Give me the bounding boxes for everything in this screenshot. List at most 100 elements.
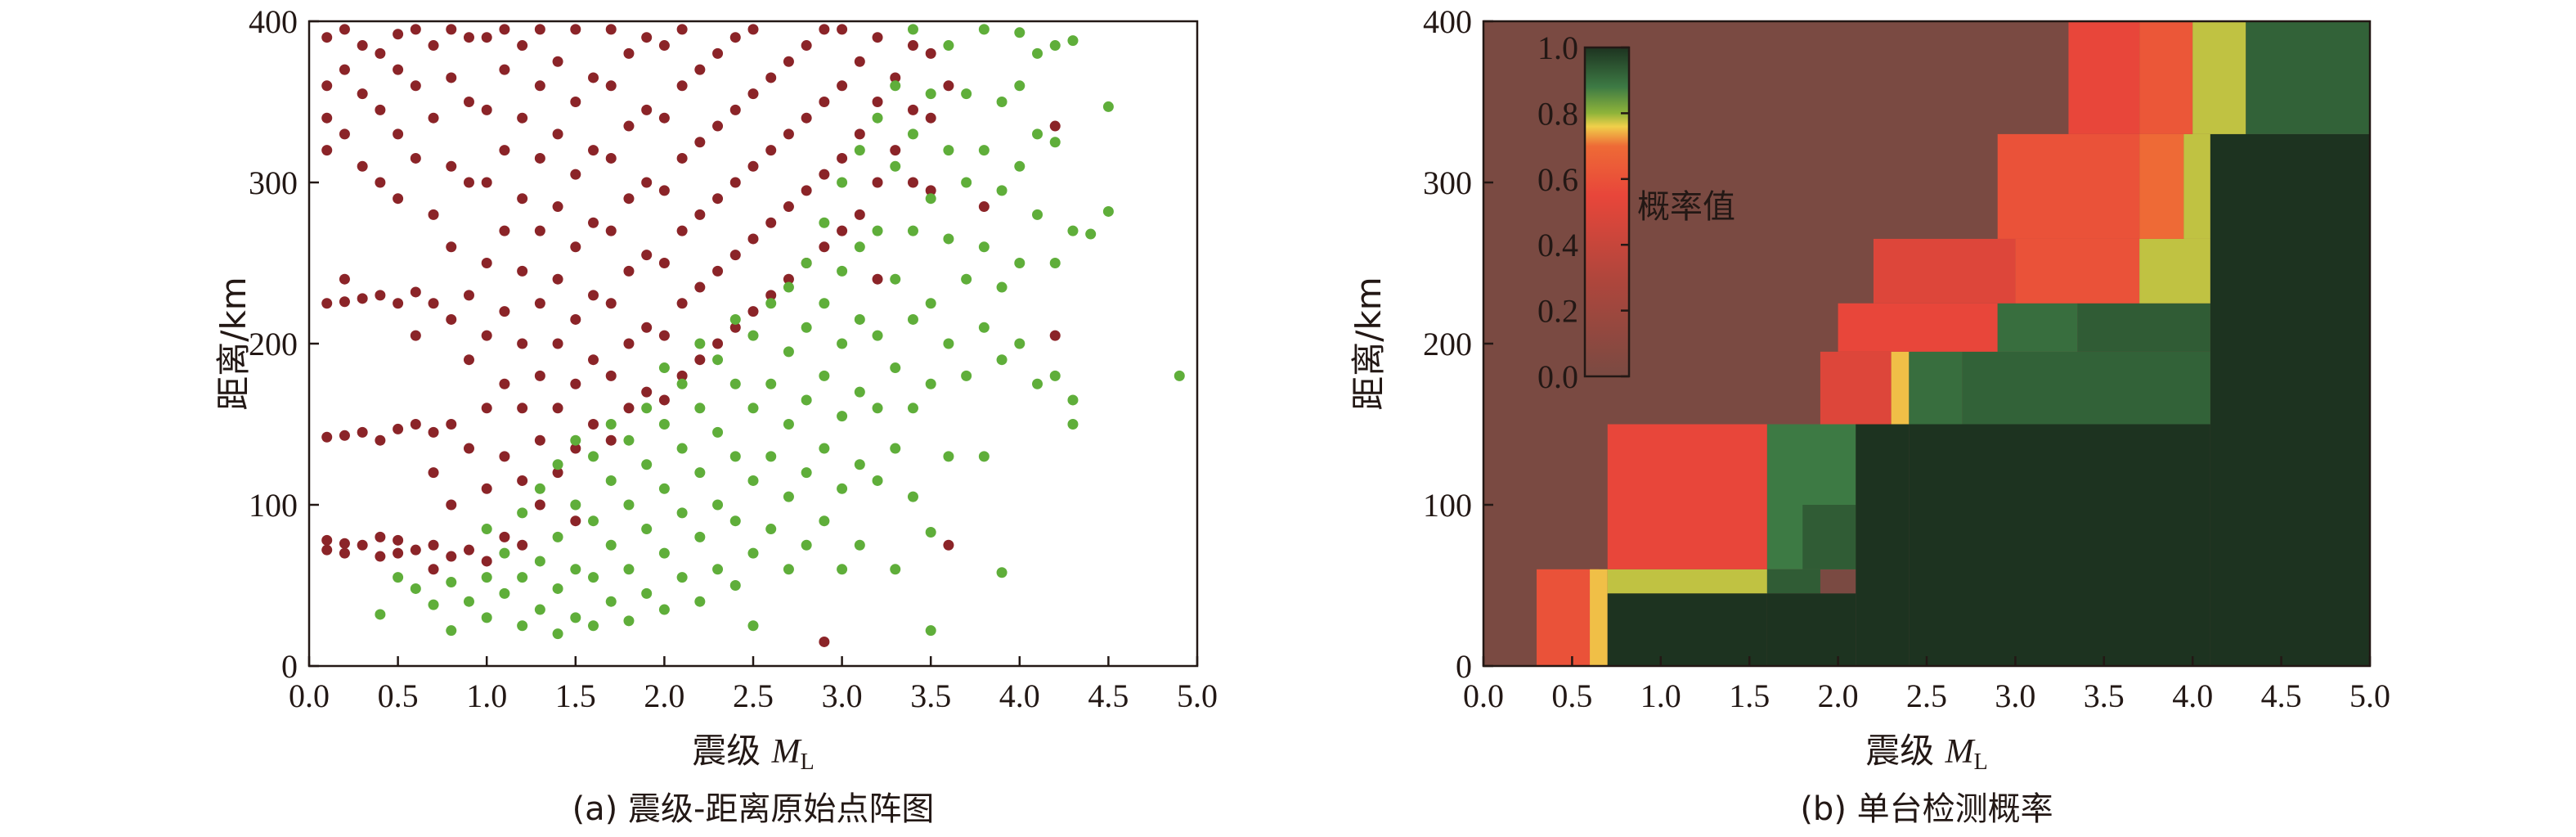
detected-point (978, 145, 990, 156)
undetected-point (729, 104, 741, 115)
detected-point (534, 483, 545, 494)
detected-point (658, 362, 670, 374)
detected-point (1085, 228, 1097, 240)
undetected-point (393, 298, 404, 309)
detected-point (996, 185, 1008, 196)
undetected-point (339, 547, 350, 559)
detected-point (837, 411, 848, 422)
detected-point (996, 97, 1008, 107)
undetected-point (676, 152, 688, 164)
undetected-point (819, 241, 830, 253)
detected-point (854, 539, 865, 551)
detected-point (517, 572, 528, 583)
scatter-x-tick-label: 2.0 (644, 677, 684, 714)
undetected-point (393, 128, 404, 140)
undetected-point (712, 193, 724, 205)
colorbar-ticks: 0.0 0.2 0.4 0.6 0.8 1.0 (1537, 29, 1629, 395)
undetected-point (446, 241, 457, 253)
undetected-point (446, 551, 457, 562)
detected-point (481, 612, 492, 623)
undetected-point (375, 47, 386, 59)
undetected-point (943, 80, 954, 92)
detected-point (534, 556, 545, 567)
detected-point (1174, 370, 1185, 381)
detected-point (712, 426, 724, 438)
undetected-point (321, 431, 333, 443)
undetected-point (623, 120, 635, 132)
undetected-point (339, 24, 350, 35)
undetected-point (623, 338, 635, 349)
undetected-point (872, 273, 883, 285)
undetected-point (375, 177, 386, 188)
undetected-point (446, 160, 457, 172)
detected-point (819, 370, 830, 381)
colorbar-tick-label: 0.8 (1537, 95, 1578, 132)
heatmap-cell (1802, 505, 1856, 569)
detected-point (729, 580, 741, 591)
detected-point (570, 434, 581, 446)
detected-point (765, 378, 777, 389)
detected-point (1032, 209, 1043, 220)
detected-point (641, 459, 653, 470)
heatmap-x-tick-label: 4.0 (2172, 677, 2213, 714)
undetected-point (854, 209, 865, 220)
heatmap-cell (2139, 133, 2184, 239)
detected-point (819, 443, 830, 454)
heatmap-cell (1997, 133, 2140, 239)
heatmap-x-tick-label: 4.5 (2261, 677, 2302, 714)
detected-point (676, 572, 688, 583)
scatter-caption: (a) 震级-距离原始点阵图 (572, 790, 935, 828)
scatter-panel: 0.0 0.5 1.0 1.5 2.0 2.5 3.0 3.5 4.0 4.5 5.0 0 100 20… (213, 3, 1218, 828)
undetected-point (712, 120, 724, 132)
heatmap-cell (1820, 351, 1892, 425)
detected-point (658, 547, 670, 559)
heatmap-panel: 0.0 0.2 0.4 0.6 0.8 1.0 概率值 0.0 0.5 1.0 1.5 2.0 2.… (1349, 3, 2390, 828)
undetected-point (729, 177, 741, 188)
undetected-point (428, 209, 439, 220)
undetected-point (978, 201, 990, 213)
undetected-point (765, 217, 777, 228)
heatmap-cell (1838, 303, 1998, 352)
detected-point (694, 531, 706, 542)
undetected-point (712, 338, 724, 349)
detected-point (1049, 40, 1061, 52)
heatmap-cell (1607, 593, 1767, 666)
undetected-point (321, 544, 333, 556)
undetected-point (463, 544, 474, 556)
heatmap-x-tick-label: 1.5 (1729, 677, 1770, 714)
detected-point (1049, 137, 1061, 148)
detected-point (1014, 258, 1025, 268)
undetected-point (375, 290, 386, 301)
detected-point (854, 313, 865, 325)
detected-point (837, 265, 848, 277)
scatter-x-ticks: 0.0 0.5 1.0 1.5 2.0 2.5 3.0 3.5 4.0 4.5 5.0 (289, 656, 1218, 714)
undetected-point (499, 64, 510, 75)
undetected-point (837, 225, 848, 236)
detected-point (907, 403, 918, 414)
detected-point (588, 620, 599, 632)
detected-point (676, 443, 688, 454)
undetected-point (588, 419, 599, 430)
undetected-point (428, 426, 439, 438)
detected-point (605, 419, 617, 430)
detected-point (907, 313, 918, 325)
detected-point (747, 620, 759, 632)
undetected-point (339, 430, 350, 441)
undetected-point (658, 394, 670, 406)
undetected-point (837, 80, 848, 92)
heatmap-cell (2192, 21, 2246, 134)
detected-point (747, 330, 759, 341)
detected-point (729, 378, 741, 389)
detected-point (463, 596, 474, 607)
undetected-point (481, 177, 492, 188)
undetected-point (517, 338, 528, 349)
detected-point (943, 338, 954, 349)
heatmap-x-tick-label: 1.0 (1640, 677, 1681, 714)
detected-point (783, 419, 794, 430)
scatter-x-tick-label: 2.5 (733, 677, 774, 714)
heatmap-cell (1909, 424, 2210, 666)
colorbar-tick-label: 0.0 (1537, 358, 1578, 395)
undetected-point (410, 80, 421, 92)
undetected-point (517, 112, 528, 124)
detected-point (393, 572, 404, 583)
